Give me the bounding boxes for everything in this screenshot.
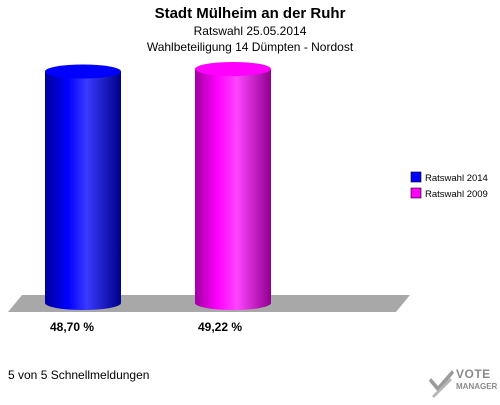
bar-base-ratswahl-2014	[45, 296, 121, 310]
chart-subtitle-1: Ratswahl 25.05.2014	[193, 24, 307, 38]
legend-label-ratswahl-2009: Ratswahl 2009	[425, 189, 488, 200]
legend-swatch-ratswahl-2014	[410, 171, 422, 183]
value-labels-layer: 48,70 % 49,22 %	[50, 320, 242, 334]
legend-swatch-ratswahl-2009	[410, 187, 422, 199]
bar-top-ratswahl-2009	[195, 62, 271, 76]
chart-header: Stadt Mülheim an der Ruhr Ratswahl 25.05…	[0, 5, 500, 55]
vote-manager-logo-icon	[429, 370, 454, 398]
bars-layer	[45, 62, 271, 310]
value-label-ratswahl-2009: 49,22 %	[198, 320, 242, 334]
bar-base-ratswahl-2009	[195, 296, 271, 310]
brand-logo: VOTE MANAGER	[428, 366, 500, 400]
value-label-ratswahl-2014: 48,70 %	[50, 320, 94, 334]
legend-label-ratswahl-2014: Ratswahl 2014	[425, 173, 488, 184]
brand-name: VOTE	[456, 367, 491, 381]
legend: Ratswahl 2014 Ratswahl 2009	[410, 171, 488, 200]
bar-ratswahl-2009	[195, 62, 271, 310]
bar-ratswahl-2014	[45, 64, 121, 310]
footer-status: 5 von 5 Schnellmeldungen	[8, 368, 150, 382]
bar-top-ratswahl-2014	[45, 64, 121, 79]
bar-body-ratswahl-2014	[45, 71, 121, 303]
chart-title: Stadt Mülheim an der Ruhr	[154, 5, 346, 22]
brand-subtitle: MANAGER	[456, 382, 498, 391]
bar-body-ratswahl-2009	[195, 69, 271, 303]
chart-subtitle-2: Wahlbeteiligung 14 Dümpten - Nordost	[146, 40, 354, 54]
